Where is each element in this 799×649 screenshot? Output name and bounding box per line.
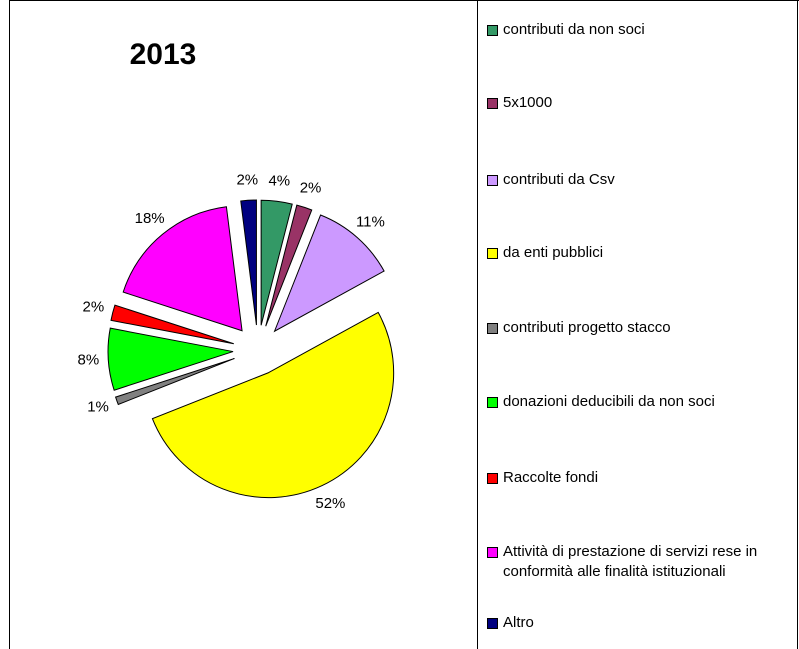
legend-item: contributi progetto stacco	[487, 318, 792, 338]
legend-swatch	[487, 547, 498, 558]
legend-label: contributi progetto stacco	[503, 319, 671, 336]
legend-label: contributi da non soci	[503, 21, 645, 38]
pie-slice	[260, 199, 293, 326]
pie-slice	[107, 327, 234, 391]
legend-item: donazioni deducibili da non soci	[487, 392, 792, 412]
pie-slice	[110, 304, 234, 345]
legend-label: contributi da Csv	[503, 171, 615, 188]
pie-slice	[114, 357, 235, 406]
legend-box	[477, 0, 798, 649]
legend-item: Altro	[487, 613, 792, 633]
legend-swatch	[487, 25, 498, 36]
pie-slice	[151, 311, 395, 499]
legend-swatch	[487, 323, 498, 334]
legend-swatch	[487, 98, 498, 109]
pie-slice	[265, 204, 313, 327]
pie-slice	[273, 214, 385, 333]
legend-label: Attività di prestazione di servizi rese …	[503, 543, 758, 580]
legend-swatch	[487, 397, 498, 408]
legend-label: 5x1000	[503, 94, 553, 111]
legend-swatch	[487, 175, 498, 186]
data-label: 1%	[87, 399, 109, 416]
legend-item: 5x1000	[487, 93, 792, 113]
data-label: 8%	[77, 352, 99, 369]
data-label: 4%	[268, 172, 290, 189]
data-label: 2%	[300, 179, 322, 196]
data-label: 2%	[82, 299, 104, 316]
legend-item: Attività di prestazione di servizi rese …	[487, 542, 792, 582]
legend-swatch	[487, 248, 498, 259]
chart-title: 2013	[130, 38, 197, 71]
legend-label: da enti pubblici	[503, 244, 604, 261]
data-label: 18%	[135, 210, 165, 227]
legend-swatch	[487, 473, 498, 484]
legend-item: da enti pubblici	[487, 243, 792, 263]
legend-label: Altro	[503, 614, 534, 631]
pie-slice	[122, 206, 243, 332]
data-label: 52%	[315, 495, 345, 512]
legend-item: contributi da Csv	[487, 170, 792, 190]
pie-slice	[240, 199, 257, 326]
legend-item: contributi da non soci	[487, 20, 792, 40]
data-label: 11%	[356, 213, 385, 230]
legend-swatch	[487, 618, 498, 629]
data-label: 2%	[236, 171, 258, 188]
legend-label: Raccolte fondi	[503, 469, 599, 486]
legend-item: Raccolte fondi	[487, 468, 792, 488]
legend-label: donazioni deducibili da non soci	[503, 393, 715, 410]
